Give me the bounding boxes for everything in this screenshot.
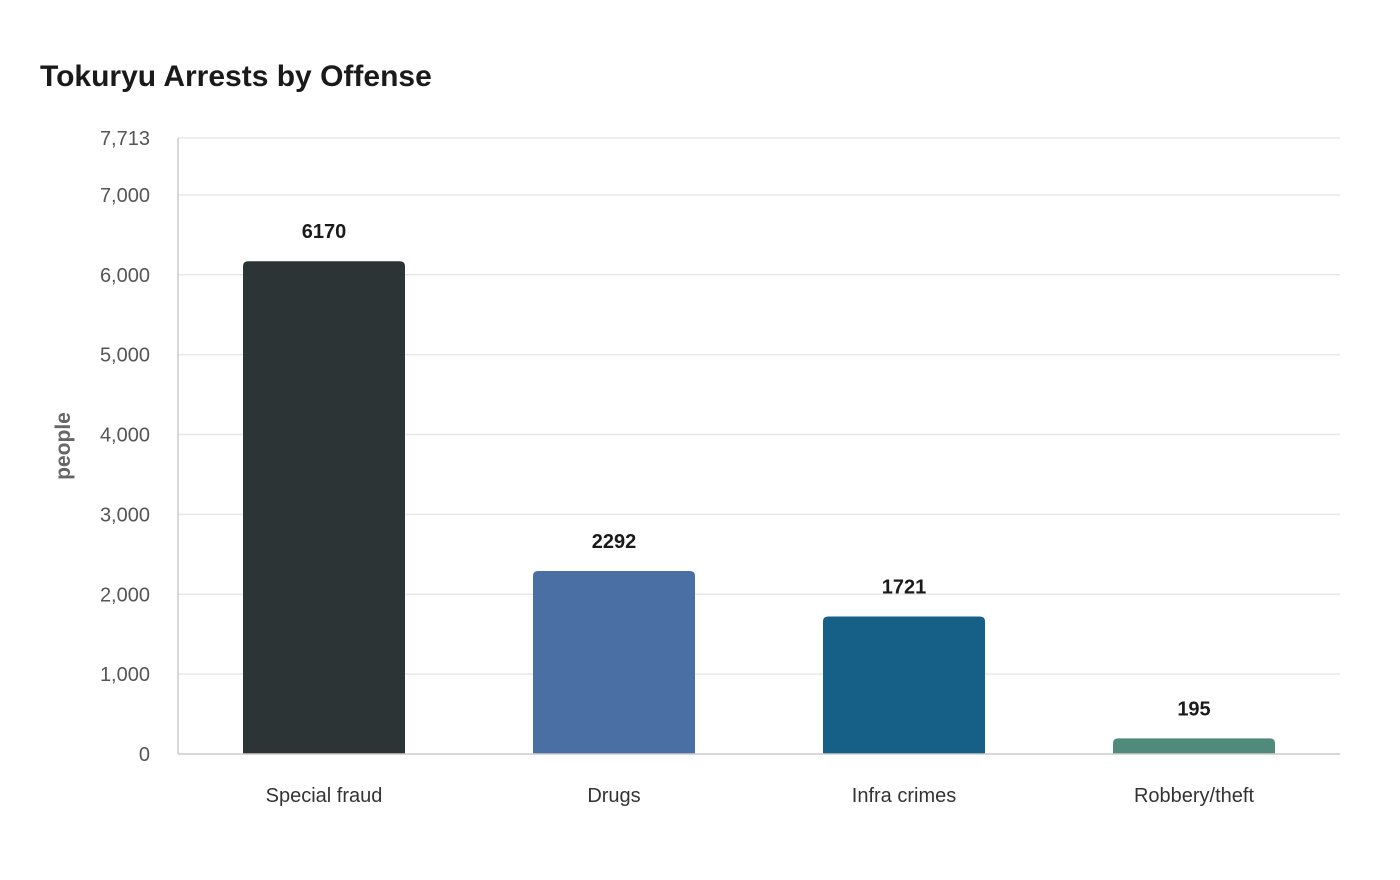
- y-tick-label: 7,000: [100, 185, 150, 207]
- y-tick-label: 2,000: [100, 584, 150, 606]
- x-category-label: Infra crimes: [852, 785, 956, 807]
- x-category-label: Drugs: [587, 785, 640, 807]
- x-category-label: Special fraud: [266, 785, 383, 807]
- x-category-label: Robbery/theft: [1134, 785, 1255, 807]
- y-tick-label: 6,000: [100, 265, 150, 287]
- y-axis-title: people: [52, 412, 75, 480]
- bar: [1113, 738, 1275, 754]
- bar: [823, 616, 985, 754]
- bar: [533, 570, 695, 754]
- chart-title: Tokuryu Arrests by Offense: [40, 60, 432, 93]
- y-tick-label: 5,000: [100, 345, 150, 367]
- bars: [243, 261, 1275, 754]
- x-axis-categories: Special fraud Drugs Infra crimes Robbery/th…: [266, 785, 1255, 807]
- y-tick-label: 7,713: [100, 128, 150, 150]
- y-tick-label: 1,000: [100, 664, 150, 686]
- y-tick-label: 3,000: [100, 504, 150, 526]
- bar: [243, 261, 405, 754]
- data-label: 6170: [302, 221, 347, 243]
- y-axis-ticks: 0 1,000 2,000 3,000 4,000 5,000 6,000 7,000 7,71…: [100, 128, 150, 766]
- data-labels: 6170 2292 1721 195: [302, 221, 1211, 720]
- y-tick-label: 0: [139, 744, 150, 766]
- data-label: 1721: [882, 577, 927, 599]
- data-label: 195: [1177, 698, 1210, 720]
- y-tick-label: 4,000: [100, 425, 150, 447]
- data-label: 2292: [592, 531, 637, 553]
